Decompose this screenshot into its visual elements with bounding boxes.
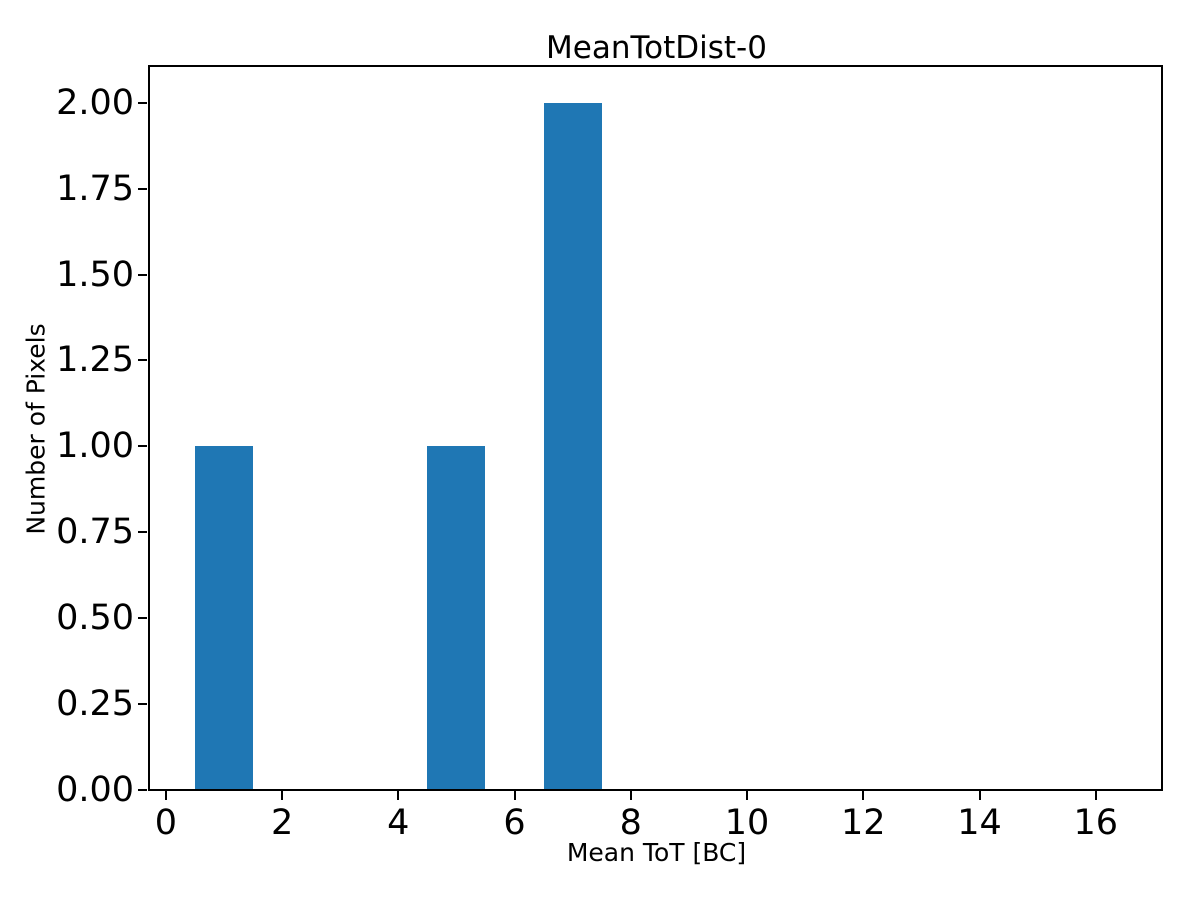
y-tick-label: 0.25 — [56, 684, 134, 725]
y-tick-label: 0.00 — [56, 770, 134, 810]
y-tick-mark — [138, 359, 147, 362]
x-tick-label: 12 — [840, 803, 886, 843]
y-tick-label: 1.25 — [56, 340, 134, 381]
x-tick-mark — [397, 791, 400, 800]
y-tick-mark — [138, 703, 147, 706]
histogram-bar — [194, 446, 254, 789]
y-tick-mark — [138, 273, 147, 276]
x-tick-label: 16 — [1073, 803, 1119, 843]
y-tick-mark — [138, 187, 147, 190]
x-tick-label: 4 — [387, 803, 410, 843]
x-tick-label: 0 — [154, 803, 177, 843]
y-tick-mark — [138, 101, 147, 104]
y-tick-label: 1.50 — [56, 254, 134, 295]
x-tick-mark — [1094, 791, 1097, 800]
y-tick-label: 1.00 — [56, 426, 134, 467]
x-tick-label: 6 — [503, 803, 526, 843]
x-tick-label: 14 — [957, 803, 1002, 843]
x-tick-label: 2 — [270, 803, 294, 843]
y-tick-mark — [138, 445, 147, 448]
x-axis-label: Mean ToT [BC] — [566, 838, 747, 867]
chart-title: MeanTotDist-0 — [546, 30, 767, 66]
plot-area — [148, 65, 1163, 791]
y-tick-label: 2.00 — [56, 82, 134, 123]
x-tick-mark — [746, 791, 749, 800]
x-tick-label: 8 — [619, 803, 642, 843]
x-tick-mark — [978, 791, 981, 800]
histogram-bar — [543, 102, 602, 789]
y-tick-mark — [138, 531, 147, 534]
x-tick-mark — [281, 791, 284, 800]
x-tick-mark — [629, 791, 632, 800]
y-tick-label: 1.75 — [56, 168, 134, 209]
y-tick-mark — [138, 789, 147, 791]
x-tick-label: 10 — [724, 803, 770, 843]
x-tick-mark — [862, 791, 865, 800]
y-tick-label: 0.75 — [56, 512, 134, 553]
histogram-bar — [427, 446, 486, 789]
x-tick-mark — [513, 791, 516, 800]
y-tick-mark — [138, 617, 147, 620]
x-tick-mark — [164, 791, 167, 800]
y-tick-label: 0.50 — [56, 598, 134, 639]
